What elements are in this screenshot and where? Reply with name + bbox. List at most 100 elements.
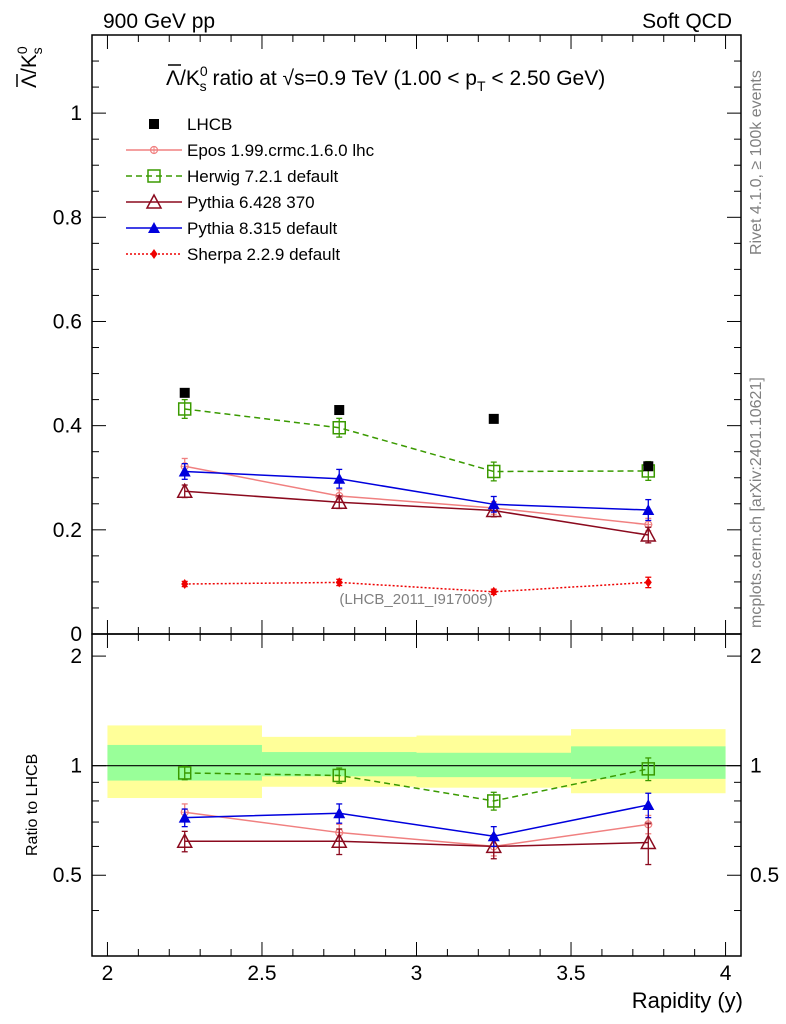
mcplots-label: mcplots.cern.ch [arXiv:2401.10621] bbox=[748, 377, 765, 628]
x-tick-label: 3 bbox=[411, 962, 423, 985]
point bbox=[490, 586, 498, 597]
data-point bbox=[643, 461, 654, 472]
point bbox=[177, 402, 192, 416]
y-tick-label: 0 bbox=[70, 623, 82, 646]
series-2 bbox=[176, 482, 657, 866]
band-inner-2 bbox=[416, 752, 572, 778]
ratio-point bbox=[333, 807, 346, 819]
title-sqrt: √ bbox=[283, 67, 295, 90]
x-tick-label: 2.5 bbox=[247, 962, 276, 985]
ratio-line-0 bbox=[184, 811, 649, 848]
ratio-point bbox=[178, 811, 191, 823]
title-tail: < 2.50 GeV) bbox=[486, 67, 606, 90]
ratio-tick-label-right: 0.5 bbox=[750, 864, 779, 887]
ratio-point bbox=[641, 762, 656, 776]
axis-ticks: 2 2.5 3 3.5 4 0 0.2 0.4 0.6 0.8 1 0.5 0.5 1 1 2 2 bbox=[53, 35, 779, 985]
point bbox=[332, 420, 346, 435]
y-tick-label: 1 bbox=[70, 102, 82, 125]
ratio-y-label: Ratio to LHCB bbox=[24, 754, 41, 856]
analysis-tag: (LHCB_2011_I917009) bbox=[339, 591, 492, 608]
point bbox=[333, 472, 346, 484]
svg-text:Λ/K0s: Λ/K0s bbox=[14, 46, 45, 88]
ratio-point bbox=[487, 794, 501, 808]
chart-title: Λ/K0 s ratio at √s=0.9 TeV (1.00 < pT < 2… bbox=[166, 63, 605, 94]
legend-marker bbox=[149, 119, 159, 129]
ratio-tick-label-right: 2 bbox=[750, 645, 762, 668]
point bbox=[485, 501, 503, 518]
point bbox=[330, 493, 348, 509]
ylabel-sup: 0 bbox=[14, 46, 30, 54]
x-tick-label: 4 bbox=[720, 962, 732, 985]
header-left: 900 GeV pp bbox=[103, 10, 215, 33]
point bbox=[487, 464, 501, 479]
legend-entry-4: Sherpa 2.2.9 default bbox=[126, 245, 340, 264]
ratio-point bbox=[485, 837, 503, 854]
ratio-point bbox=[487, 830, 500, 842]
rivet-label: Rivet 4.1.0, ≥ 100k events bbox=[748, 70, 765, 255]
point bbox=[176, 482, 193, 499]
y-tick-label: 0.6 bbox=[53, 310, 82, 333]
title-pt-sub: T bbox=[477, 78, 486, 94]
series-4 bbox=[181, 576, 652, 597]
ylabel-sub: s bbox=[29, 47, 45, 54]
ratio-point bbox=[332, 768, 346, 783]
data-point bbox=[488, 413, 499, 424]
ratio-line-3 bbox=[184, 804, 649, 837]
legend-label: Epos 1.99.crmc.1.6.0 lhc bbox=[187, 141, 375, 160]
ratio-point bbox=[176, 832, 193, 848]
series-group bbox=[176, 387, 657, 866]
legend-marker bbox=[148, 222, 160, 233]
data-lhcb bbox=[179, 387, 654, 472]
legend-marker bbox=[147, 169, 161, 183]
series-line-2 bbox=[184, 490, 649, 536]
series-1 bbox=[177, 398, 656, 811]
ratio-point bbox=[177, 766, 192, 780]
ratio-bands bbox=[92, 725, 741, 799]
legend-entry-2: Pythia 6.428 370 bbox=[126, 193, 315, 212]
legend-label: Sherpa 2.2.9 default bbox=[187, 245, 340, 264]
legend: LHCB Epos 1.99.crmc.1.6.0 lhc Herwig 7.2.1… bbox=[126, 115, 375, 264]
ratio-tick-label: 2 bbox=[70, 645, 82, 668]
series-line-4 bbox=[184, 581, 649, 593]
ratio-point bbox=[640, 833, 657, 850]
legend-label: Pythia 8.315 default bbox=[187, 219, 338, 238]
ylabel-lambda: Λ bbox=[18, 74, 41, 88]
title-mid: ratio at bbox=[207, 67, 283, 90]
ratio-point bbox=[330, 832, 348, 848]
legend-marker bbox=[150, 249, 158, 259]
legend-label: Pythia 6.428 370 bbox=[187, 193, 315, 212]
ratio-line-2 bbox=[184, 840, 649, 848]
point bbox=[640, 526, 657, 542]
x-tick-label: 3.5 bbox=[556, 962, 585, 985]
series-line-0 bbox=[184, 465, 649, 526]
ratio-tick-label-right: 1 bbox=[750, 755, 762, 778]
ratio-line-1 bbox=[184, 768, 649, 802]
legend-entry-lhcb: LHCB bbox=[149, 115, 232, 134]
y-tick-label: 0.8 bbox=[53, 206, 82, 229]
x-tick-label: 2 bbox=[102, 962, 114, 985]
point bbox=[181, 578, 189, 589]
legend-entry-1: Herwig 7.2.1 default bbox=[126, 167, 338, 186]
point bbox=[487, 498, 500, 510]
y-tick-label: 0.4 bbox=[53, 415, 83, 438]
data-point bbox=[179, 387, 190, 398]
y-axis-label: Λ/K0s bbox=[14, 46, 45, 88]
legend-label: LHCB bbox=[187, 115, 232, 134]
legend-label: Herwig 7.2.1 default bbox=[187, 167, 338, 186]
point bbox=[644, 577, 652, 588]
series-3 bbox=[178, 463, 655, 848]
series-line-1 bbox=[184, 408, 649, 473]
title-k-sup: 0 bbox=[200, 63, 208, 79]
ratio-point bbox=[642, 798, 655, 810]
y-tick-label: 0.2 bbox=[53, 519, 82, 542]
header-right: Soft QCD bbox=[642, 10, 732, 33]
x-axis-label: Rapidity (y) bbox=[632, 988, 743, 1013]
series-line-3 bbox=[184, 470, 649, 511]
ratio-tick-label: 1 bbox=[70, 755, 82, 778]
legend-marker bbox=[145, 193, 163, 209]
legend-entry-0: Epos 1.99.crmc.1.6.0 lhc bbox=[126, 141, 375, 160]
title-energy: s=0.9 TeV (1.00 < p bbox=[294, 67, 477, 90]
legend-entry-3: Pythia 8.315 default bbox=[126, 219, 338, 238]
point bbox=[335, 577, 343, 588]
